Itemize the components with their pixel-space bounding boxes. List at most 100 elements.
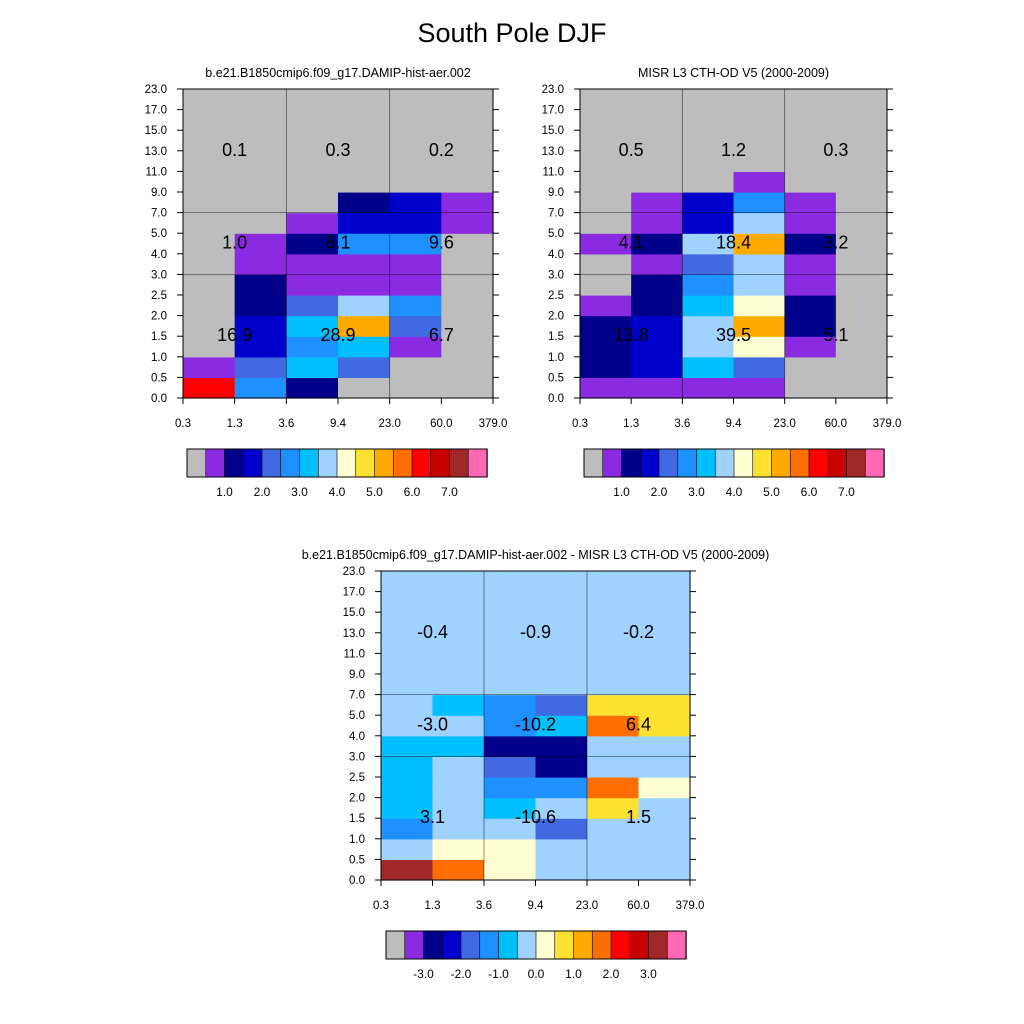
heatmap-cell [234,295,287,317]
heatmap-cell [381,694,434,716]
heatmap-cell [484,694,537,716]
heatmap-cell [389,212,442,234]
heatmap-cell [441,253,494,275]
group-value-label: 18.4 [716,233,751,253]
colorbar-swatch [423,930,443,960]
heatmap-cell [631,377,683,399]
heatmap-cell [338,295,391,317]
heatmap-cell [784,130,837,152]
heatmap-cell [234,336,287,358]
group-value-label: -3.0 [417,715,448,735]
heatmap-cell [587,694,640,716]
heatmap-cell [183,171,236,193]
heatmap-cell [631,295,683,317]
heatmap-cell [338,336,391,358]
colorbar-label: 5.0 [763,485,780,499]
heatmap-cell [286,192,339,214]
y-tick-label: 1.5 [349,813,365,825]
heatmap-cell [286,253,339,275]
colorbar-swatch [186,448,207,478]
heatmap-cell [638,818,691,840]
heatmap-cell [638,612,691,634]
colorbar-label: 7.0 [838,485,855,499]
colorbar-swatch [827,448,848,478]
colorbar-swatch [677,448,698,478]
heatmap-cell [733,109,786,131]
group-value-label: 39.5 [716,325,751,345]
heatmap-cell [835,253,888,275]
heatmap-cell [784,89,837,111]
y-tick-label: 5.0 [548,228,564,240]
colorbar-swatch [441,930,462,960]
heatmap-cell [587,735,640,757]
heatmap-cell [631,356,683,378]
heatmap-cell [733,356,786,378]
heatmap-cell [587,674,640,696]
y-tick-label: 17.0 [343,587,365,599]
heatmap-cell [484,612,537,634]
colorbar-swatch [479,930,500,960]
heatmap-cell [389,130,442,152]
colorbar: 1.0 2.0 3.0 4.0 5.0 6.0 7.0 [583,448,885,499]
heatmap-cell [682,212,735,234]
y-tick-label: 15.0 [343,607,365,619]
y-tick-label: 2.5 [349,772,365,784]
heatmap-cell [580,130,632,152]
heatmap-cell [338,233,391,255]
heatmap-cell [338,253,391,275]
heatmap-cell [733,274,786,296]
page-title: South Pole DJF [417,18,607,48]
colorbar-swatch [430,448,451,478]
x-tick-label: 3.6 [476,900,492,912]
heatmap-cell [338,356,391,378]
colorbar-swatch [449,448,469,478]
heatmap-cell [338,274,391,296]
heatmap-cell [638,694,691,716]
heatmap-cell [381,818,434,840]
heatmap-cell [784,212,837,234]
heatmap-cell [784,274,837,296]
heatmap-cell [381,777,434,799]
heatmap-cell [381,715,434,737]
heatmap-cell [234,233,287,255]
heatmap-cell [381,797,434,819]
colorbar-swatch [411,448,432,478]
heatmap-cell [441,109,494,131]
colorbar-swatch [666,930,687,960]
group-value-label: 1.0 [222,233,247,253]
group-value-label: 1.5 [626,807,651,827]
y-tick-label: 3.0 [548,269,564,281]
y-tick-label: 4.0 [548,249,564,261]
heatmap-cell [441,130,494,152]
y-tick-label: 7.0 [349,690,365,702]
heatmap-cell [432,756,485,778]
heatmap-cell [381,674,434,696]
heatmap-cell [835,192,888,214]
heatmap-cell [234,109,287,131]
colorbar-label: 1.0 [216,485,233,499]
colorbar-label: 4.0 [329,485,346,499]
heatmap-cell [631,89,683,111]
x-tick-label: 60.0 [627,900,649,912]
group-value-label: 16.9 [217,325,252,345]
heatmap-cell [234,212,287,234]
colorbar-swatch [583,448,604,478]
heatmap-cell [638,859,691,881]
y-tick-label: 5.0 [151,228,167,240]
x-tick-label: 23.0 [773,418,795,430]
group-value-label: 0.5 [619,140,644,160]
colorbar-swatch [610,930,631,960]
group-value-label: 3.1 [420,807,445,827]
colorbar-swatch [460,930,481,960]
heatmap-cell [535,715,588,737]
heatmap-cell [580,295,632,317]
heatmap-cell [432,838,485,860]
heatmap-cell [441,295,494,317]
y-tick-label: 9.0 [349,669,365,681]
heatmap-cell [784,377,837,399]
heatmap-cell [286,295,339,317]
colorbar-swatch [205,448,226,478]
colorbar-frame [385,930,687,960]
heatmap-cell [580,150,632,172]
y-tick-label: 0.0 [151,393,167,405]
